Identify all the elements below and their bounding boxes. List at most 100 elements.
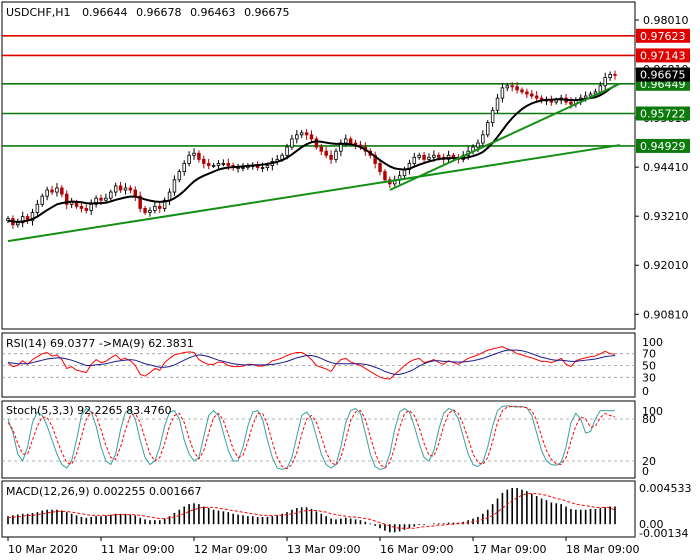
time-tick-label: 12 Mar 09:00 xyxy=(194,543,267,556)
candle xyxy=(334,148,338,163)
macd-level-label: 0.00 xyxy=(639,518,664,531)
candle xyxy=(79,203,84,213)
candle-body xyxy=(84,208,89,211)
price-tick-label: 0.94410 xyxy=(643,161,689,174)
candle-body xyxy=(113,185,118,193)
candle xyxy=(505,82,510,92)
candle xyxy=(20,211,25,228)
stoch-level-label: 0 xyxy=(642,465,649,478)
candle-body xyxy=(128,187,133,191)
candle-body xyxy=(167,191,172,201)
candle-body xyxy=(162,199,167,209)
candle-body xyxy=(177,171,182,181)
candle xyxy=(30,208,35,226)
candle-body xyxy=(309,134,314,140)
candle xyxy=(485,120,490,138)
candle-body xyxy=(319,146,324,152)
candle-body xyxy=(55,187,59,193)
candle-body xyxy=(206,163,211,166)
resistance-level-tag-label: 0.97143 xyxy=(640,49,686,62)
current-price-tag xyxy=(636,67,690,82)
support-level-tag xyxy=(636,138,690,153)
candle xyxy=(94,195,98,208)
candle-body xyxy=(153,205,157,211)
candle-body xyxy=(334,150,338,160)
candle xyxy=(221,159,226,167)
candle-body xyxy=(505,85,510,89)
candle xyxy=(378,158,382,176)
candle xyxy=(182,160,186,176)
candle-body xyxy=(451,154,456,158)
candle xyxy=(412,152,417,168)
candle xyxy=(45,186,49,201)
candle xyxy=(603,72,607,91)
candle xyxy=(304,129,309,140)
support-level-tag xyxy=(636,106,690,121)
candle-body xyxy=(588,93,593,97)
macd-pane: MACD(12,26,9) 0.002255 0.001667 0.004533… xyxy=(1,480,692,540)
candle-body xyxy=(138,195,142,209)
candle xyxy=(202,155,206,169)
rsi-ma-line xyxy=(7,349,616,375)
candle-body xyxy=(534,95,539,99)
candle xyxy=(613,70,617,80)
candle xyxy=(40,193,45,207)
candle-body xyxy=(481,134,485,144)
macd-level-label: 0.004533 xyxy=(639,482,692,495)
candle-body xyxy=(437,154,441,158)
candle xyxy=(158,201,162,213)
candle-body xyxy=(216,163,221,166)
resistance-level-tag xyxy=(636,48,690,63)
candle-body xyxy=(16,222,20,226)
trendline xyxy=(389,82,621,191)
candle-body xyxy=(417,154,421,158)
candle-body xyxy=(329,154,333,160)
macd-level-label: -0.00134 xyxy=(639,527,688,540)
candle-body xyxy=(182,163,186,173)
candle xyxy=(510,82,514,92)
stoch-level-label: 80 xyxy=(642,413,656,426)
candle-body xyxy=(613,73,617,76)
candle xyxy=(128,185,133,194)
candle xyxy=(211,163,216,168)
candle xyxy=(138,191,142,213)
candle-body xyxy=(530,93,534,97)
low-value: 0.96463 xyxy=(190,6,236,19)
candle-body xyxy=(510,85,514,88)
stoch-level-label: 20 xyxy=(642,455,656,468)
candle xyxy=(177,169,182,183)
candle-body xyxy=(265,165,270,168)
candle-body xyxy=(485,122,490,136)
candle-body xyxy=(20,216,25,224)
candle-body xyxy=(432,154,436,158)
candle-body xyxy=(378,163,382,173)
candle xyxy=(162,197,167,212)
candle xyxy=(113,182,118,197)
candle-body xyxy=(104,197,108,201)
trendline xyxy=(7,144,621,243)
candle xyxy=(422,152,426,164)
candle-body xyxy=(50,189,54,193)
candle xyxy=(314,136,319,150)
stoch-header: Stoch(5,3,3) 92.2265 83.4760 xyxy=(6,404,172,417)
rsi-header: RSI(14) 69.0377 ->MA(9) 62.3831 xyxy=(6,337,194,350)
candle xyxy=(123,183,128,195)
candle xyxy=(84,204,89,214)
moving-average-line xyxy=(7,84,616,223)
price-tick-label: 0.90810 xyxy=(643,308,689,321)
candle xyxy=(118,181,123,193)
macd-signal-line xyxy=(7,493,616,529)
candle-body xyxy=(79,205,84,209)
candle xyxy=(309,130,314,143)
candle-body xyxy=(285,146,289,156)
open-value: 0.96644 xyxy=(82,6,128,19)
candle-body xyxy=(197,152,201,160)
candle-body xyxy=(172,179,177,193)
candle xyxy=(525,88,529,99)
candle-body xyxy=(158,205,162,209)
candle-body xyxy=(495,97,500,111)
time-tick-label: 13 Mar 09:00 xyxy=(287,543,360,556)
rsi-pane: RSI(14) 69.0377 ->MA(9) 62.3831 10070503… xyxy=(1,332,663,398)
current-price-label: 0.96675 xyxy=(640,69,686,82)
